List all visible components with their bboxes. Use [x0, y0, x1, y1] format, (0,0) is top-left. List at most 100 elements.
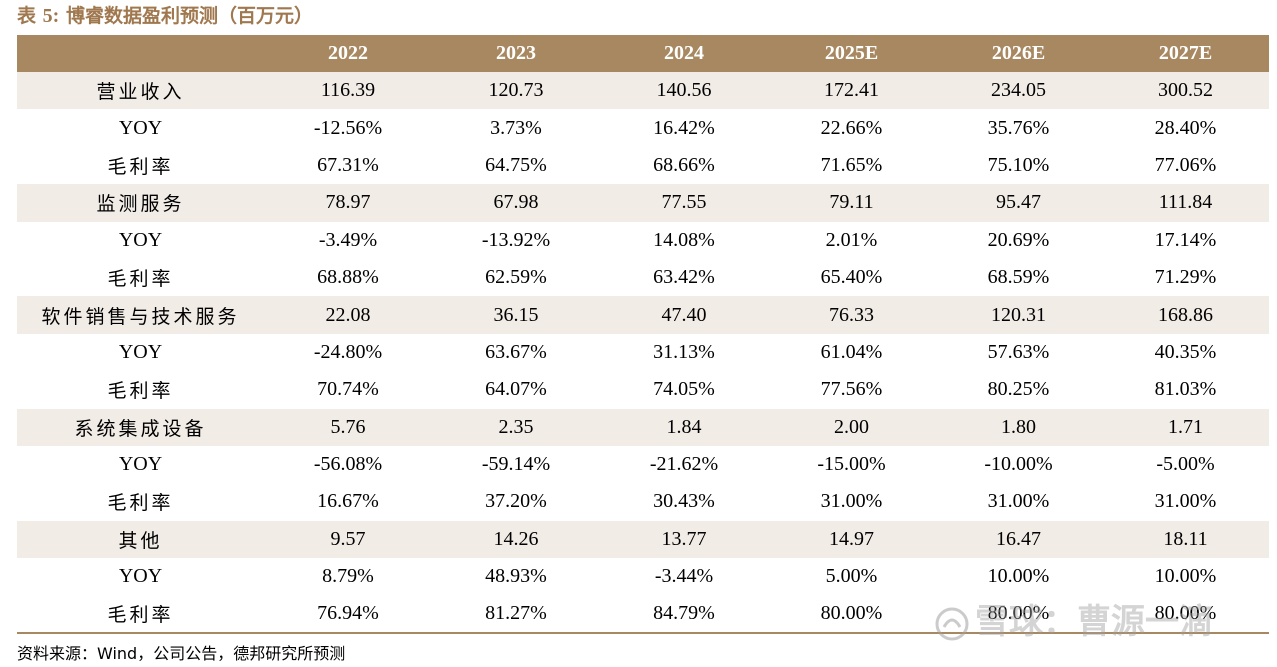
table-caption: 表 5: 博睿数据盈利预测（百万元）: [17, 3, 313, 29]
value-cell: 10.00%: [1154, 565, 1217, 588]
value-cell: 14.08%: [653, 228, 715, 251]
row-label: 其他: [118, 529, 163, 552]
value-cell: 68.88%: [317, 266, 379, 289]
value-cell: 111.84: [1158, 191, 1213, 214]
header-row: 2022 2023 2024 2025E 2026E 2027E: [17, 35, 1269, 72]
value-cell: 47.40: [661, 303, 707, 326]
segment-row: 系统集成设备 5.76 2.35 1.84 2.00 1.80 1.71: [17, 408, 1269, 446]
value-cell: 28.40%: [1154, 116, 1217, 139]
value-cell: 31.00%: [820, 490, 883, 513]
value-cell: 8.79%: [322, 565, 374, 588]
value-cell: 140.56: [656, 79, 712, 102]
value-cell: 81.03%: [1154, 378, 1217, 401]
value-cell: 95.47: [996, 191, 1041, 214]
value-cell: 116.39: [320, 79, 376, 102]
row-label: 毛利率: [107, 268, 174, 291]
row-label: YOY: [118, 453, 163, 476]
caption-prefix: 表: [17, 5, 37, 27]
value-cell: 5.76: [330, 415, 366, 438]
metric-row: YOY -3.49% -13.92% 14.08% 2.01% 20.69% 17.14%: [17, 222, 1269, 259]
metric-row: 毛利率 76.94% 81.27% 84.79% 80.00% 80.00% 80.00%: [17, 595, 1269, 633]
value-cell: 84.79%: [653, 602, 715, 625]
value-cell: -3.44%: [654, 565, 714, 588]
value-cell: 2.00: [834, 415, 869, 438]
value-cell: 68.66%: [653, 153, 715, 176]
value-cell: 17.14%: [1154, 228, 1217, 251]
metric-row: YOY -12.56% 3.73% 16.42% 22.66% 35.76% 28.40%: [17, 109, 1269, 146]
value-cell: 71.29%: [1154, 266, 1217, 289]
row-label: YOY: [118, 116, 163, 139]
table-body: 营业收入 116.39 120.73 140.56 172.41 234.05 300.52…: [17, 72, 1269, 633]
value-cell: 30.43%: [653, 490, 715, 513]
value-cell: 1.84: [666, 415, 702, 438]
value-cell: 80.25%: [987, 378, 1050, 401]
value-cell: 70.74%: [317, 378, 379, 401]
value-cell: 74.05%: [653, 378, 715, 401]
row-label: YOY: [118, 228, 163, 251]
value-cell: -3.49%: [318, 228, 378, 251]
value-cell: 63.67%: [485, 340, 547, 363]
header-cell-year: 2027E: [1158, 42, 1213, 64]
metric-row: 毛利率 70.74% 64.07% 74.05% 77.56% 80.25% 81.03%: [17, 371, 1269, 408]
value-cell: 1.71: [1168, 415, 1203, 438]
metric-row: 毛利率 68.88% 62.59% 63.42% 65.40% 68.59% 71.29%: [17, 259, 1269, 296]
value-cell: 16.47: [996, 527, 1041, 550]
value-cell: 64.07%: [485, 378, 547, 401]
value-cell: 22.08: [325, 303, 371, 326]
value-cell: 9.57: [330, 527, 366, 550]
header-cell-year: 2022: [328, 42, 368, 64]
value-cell: 77.55: [661, 191, 707, 214]
value-cell: 65.40%: [820, 266, 883, 289]
row-label: 系统集成设备: [74, 417, 207, 440]
row-label: 软件销售与技术服务: [41, 305, 240, 328]
value-cell: -21.62%: [649, 453, 719, 476]
value-cell: 13.77: [661, 527, 707, 550]
value-cell: 77.56%: [820, 378, 883, 401]
header-cell-year: 2024: [664, 42, 704, 64]
value-cell: 14.97: [829, 527, 874, 550]
value-cell: 31.00%: [987, 490, 1050, 513]
value-cell: 2.35: [498, 415, 534, 438]
value-cell: 300.52: [1158, 79, 1213, 102]
value-cell: 63.42%: [653, 266, 715, 289]
value-cell: 18.11: [1163, 527, 1208, 550]
value-cell: 79.11: [829, 191, 874, 214]
profit-forecast-table-container: 2022 2023 2024 2025E 2026E 2027E 营业收入 116.39 12…: [17, 35, 1269, 634]
value-cell: 75.10%: [987, 153, 1050, 176]
header-cell-year: 2023: [496, 42, 536, 64]
value-cell: 14.26: [493, 527, 539, 550]
value-cell: 67.98: [493, 191, 539, 214]
value-cell: -56.08%: [313, 453, 383, 476]
value-cell: 68.59%: [987, 266, 1050, 289]
segment-row: 软件销售与技术服务 22.08 36.15 47.40 76.33 120.31 168.8…: [17, 296, 1269, 334]
value-cell: 71.65%: [820, 153, 883, 176]
value-cell: 2.01%: [825, 228, 878, 251]
value-cell: 35.76%: [987, 116, 1050, 139]
row-label: 监测服务: [96, 193, 185, 216]
value-cell: -12.56%: [313, 116, 383, 139]
caption-number: 5:: [42, 5, 60, 27]
header-cell-label: [17, 35, 264, 72]
value-cell: -59.14%: [481, 453, 551, 476]
value-cell: 20.69%: [987, 228, 1050, 251]
metric-row: YOY 8.79% 48.93% -3.44% 5.00% 10.00% 10.00%: [17, 558, 1269, 595]
row-label: 毛利率: [107, 380, 174, 403]
source-note: 资料来源：Wind，公司公告，德邦研究所预测: [17, 644, 346, 663]
value-cell: 80.00%: [1154, 602, 1217, 625]
metric-row: 毛利率 67.31% 64.75% 68.66% 71.65% 75.10% 77.06%: [17, 147, 1269, 184]
value-cell: 31.13%: [653, 340, 715, 363]
row-label: 毛利率: [107, 492, 174, 515]
value-cell: -15.00%: [817, 453, 886, 476]
row-label: YOY: [118, 565, 163, 588]
segment-row: 其他 9.57 14.26 13.77 14.97 16.47 18.11: [17, 520, 1269, 559]
value-cell: 64.75%: [485, 153, 547, 176]
value-cell: -13.92%: [481, 228, 551, 251]
value-cell: 1.80: [1001, 415, 1036, 438]
value-cell: 40.35%: [1154, 340, 1217, 363]
value-cell: -24.80%: [313, 340, 383, 363]
value-cell: 172.41: [824, 79, 879, 102]
segment-row: 营业收入 116.39 120.73 140.56 172.41 234.05 300.52: [17, 72, 1269, 110]
value-cell: 120.73: [488, 79, 544, 102]
row-label: 毛利率: [107, 155, 174, 178]
value-cell: -5.00%: [1156, 453, 1215, 476]
